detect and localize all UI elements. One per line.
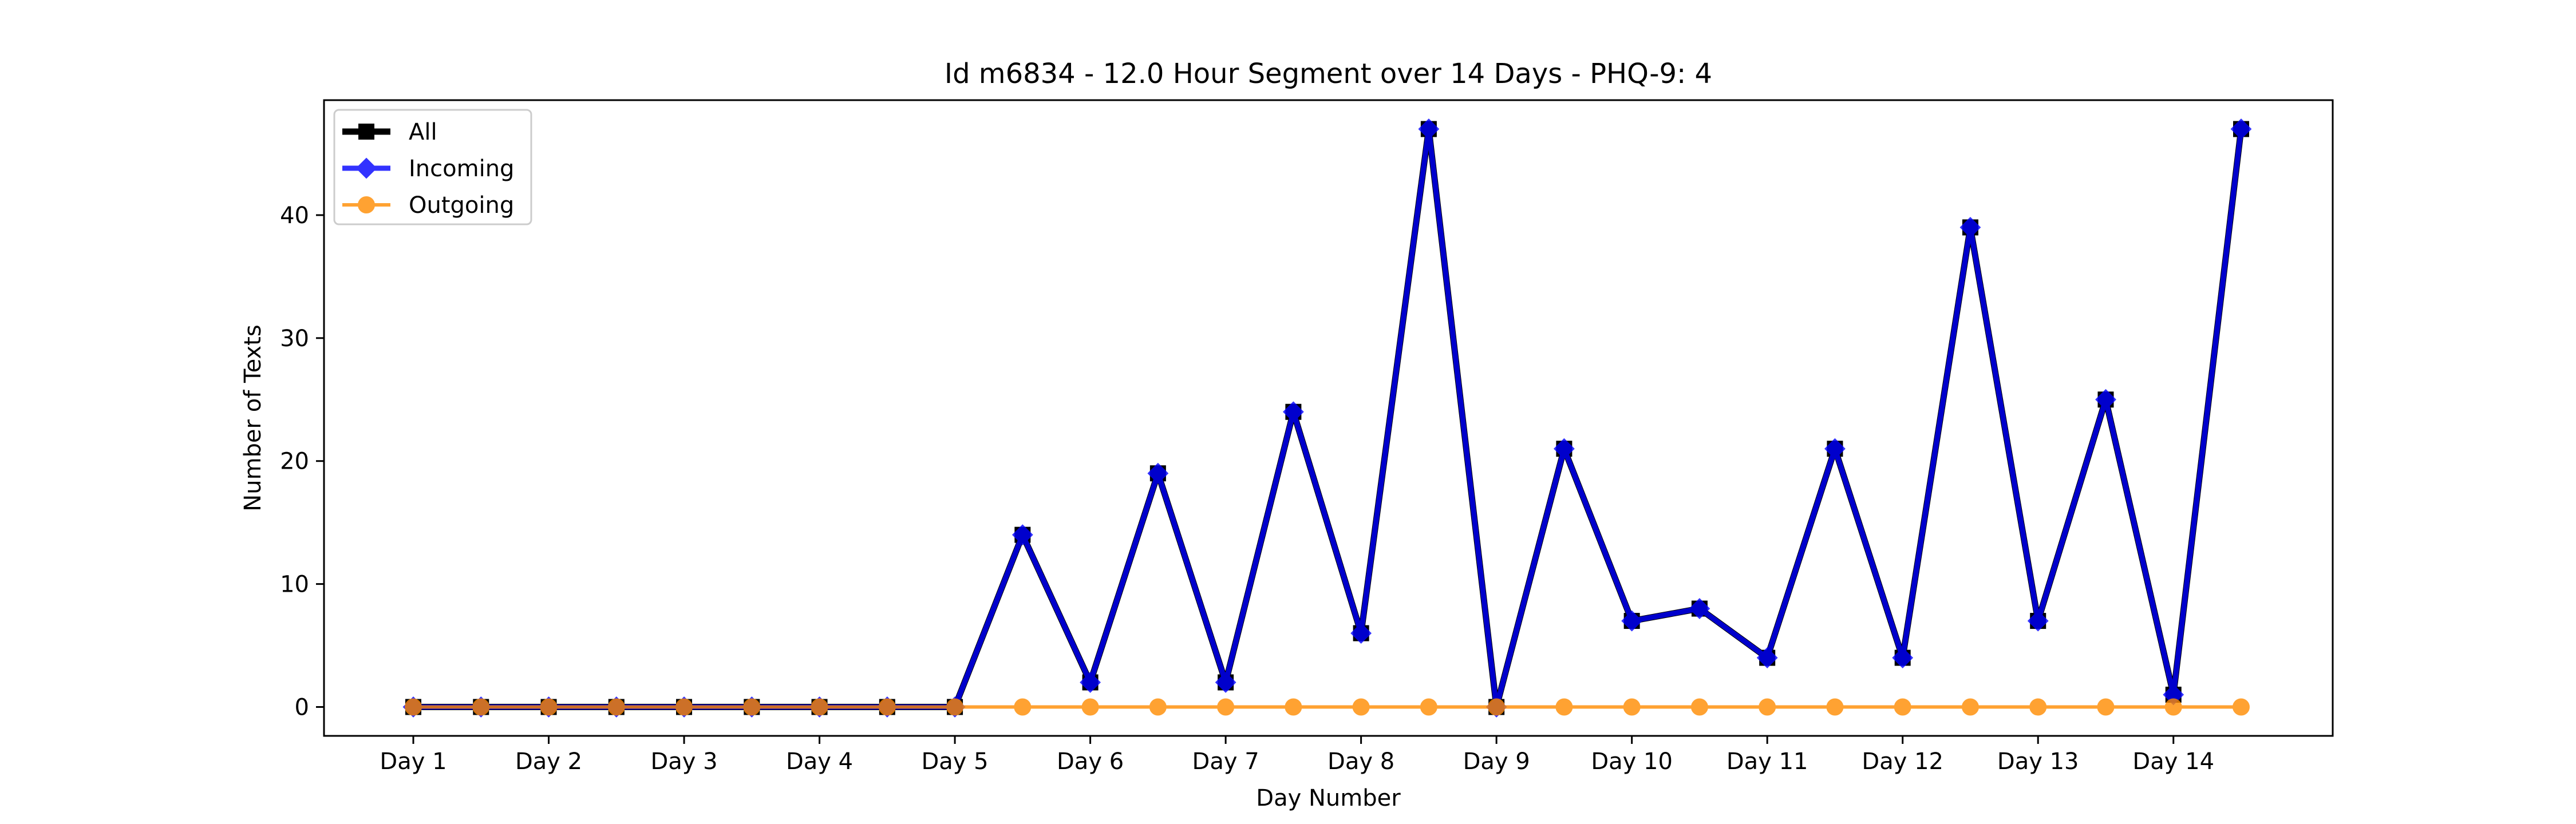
legend-marker xyxy=(358,196,375,213)
data-point xyxy=(1623,698,1641,716)
x-tick-label: Day 1 xyxy=(380,748,447,775)
legend-item-incoming xyxy=(342,157,390,179)
data-point xyxy=(2029,698,2047,716)
chart-title: Id m6834 - 12.0 Hour Segment over 14 Day… xyxy=(945,58,1712,90)
series-line xyxy=(413,126,2244,710)
data-point xyxy=(1285,698,1302,716)
data-point xyxy=(1959,217,1981,238)
data-point xyxy=(1149,698,1167,716)
data-point xyxy=(1689,598,1710,619)
data-point xyxy=(2164,698,2182,716)
legend-marker xyxy=(355,157,377,179)
y-tick-label: 0 xyxy=(295,695,309,721)
data-point xyxy=(1012,524,1033,546)
x-tick-label: Day 14 xyxy=(2132,748,2214,775)
data-point xyxy=(1147,462,1169,484)
x-tick-label: Day 6 xyxy=(1057,748,1124,775)
data-point xyxy=(405,698,422,716)
data-point xyxy=(878,698,896,716)
data-point xyxy=(1759,698,1776,716)
x-tick-label: Day 3 xyxy=(650,748,717,775)
data-point xyxy=(2027,610,2049,632)
data-point xyxy=(1418,118,1440,140)
data-point xyxy=(1824,438,1846,459)
x-tick-label: Day 11 xyxy=(1726,748,1808,775)
data-point xyxy=(1894,698,1911,716)
data-point xyxy=(1961,698,1979,716)
legend-item-all xyxy=(342,124,390,140)
x-tick-label: Day 4 xyxy=(786,748,853,775)
plot-frame xyxy=(323,99,2334,737)
data-point xyxy=(1282,401,1304,423)
data-point xyxy=(540,698,558,716)
x-tick-label: Day 2 xyxy=(515,748,582,775)
data-point xyxy=(1555,698,1573,716)
x-tick-label: Day 8 xyxy=(1327,748,1394,775)
series-all xyxy=(405,121,2249,715)
data-point xyxy=(607,698,625,716)
data-point xyxy=(1892,647,1914,668)
legend-label: Incoming xyxy=(409,156,514,182)
y-axis-label: Number of Texts xyxy=(240,324,266,511)
data-point xyxy=(1553,438,1575,459)
data-point xyxy=(2097,698,2115,716)
data-point xyxy=(1420,698,1437,716)
legend-box xyxy=(333,109,532,225)
data-point xyxy=(1350,623,1372,644)
x-tick-label: Day 13 xyxy=(1997,748,2079,775)
y-tick-label: 30 xyxy=(280,326,309,352)
data-point xyxy=(1756,647,1778,668)
data-point xyxy=(1621,610,1643,632)
data-point xyxy=(811,698,828,716)
series-line xyxy=(413,126,2245,710)
y-tick-label: 20 xyxy=(280,449,309,475)
x-tick-label: Day 7 xyxy=(1192,748,1259,775)
data-point xyxy=(1080,672,1101,693)
legend-item-outgoing xyxy=(342,196,390,213)
series-incoming xyxy=(402,118,2252,718)
data-point xyxy=(946,698,964,716)
data-point xyxy=(1081,698,1099,716)
x-tick-label: Day 9 xyxy=(1463,748,1530,775)
x-tick-label: Day 12 xyxy=(1862,748,1943,775)
data-point xyxy=(1488,698,1506,716)
x-axis-label: Day Number xyxy=(1256,785,1401,811)
data-point xyxy=(1690,698,1708,716)
data-point xyxy=(2095,389,2116,410)
x-tick-label: Day 5 xyxy=(921,748,988,775)
x-tick-label: Day 10 xyxy=(1591,748,1673,775)
data-point xyxy=(1217,698,1235,716)
legend: All Incoming Outgoing xyxy=(333,109,532,225)
legend-marker xyxy=(358,124,374,140)
data-point xyxy=(1352,698,1370,716)
data-point xyxy=(472,698,490,716)
data-point xyxy=(1826,698,1844,716)
legend-label: All xyxy=(409,119,437,145)
data-point xyxy=(675,698,693,716)
data-point xyxy=(743,698,761,716)
legend-label: Outgoing xyxy=(409,192,514,219)
data-point xyxy=(1014,698,1032,716)
series-outgoing xyxy=(405,698,2250,716)
data-point xyxy=(1215,672,1236,693)
y-tick-label: 10 xyxy=(280,572,309,598)
data-point xyxy=(2230,118,2252,140)
data-point xyxy=(2233,698,2250,716)
plot-area: 0 10 20 30 40 Day 1 Day 2 Day 3 Day 4 Day 5 Day 6 D… xyxy=(280,99,2334,775)
y-tick-label: 40 xyxy=(280,203,309,229)
